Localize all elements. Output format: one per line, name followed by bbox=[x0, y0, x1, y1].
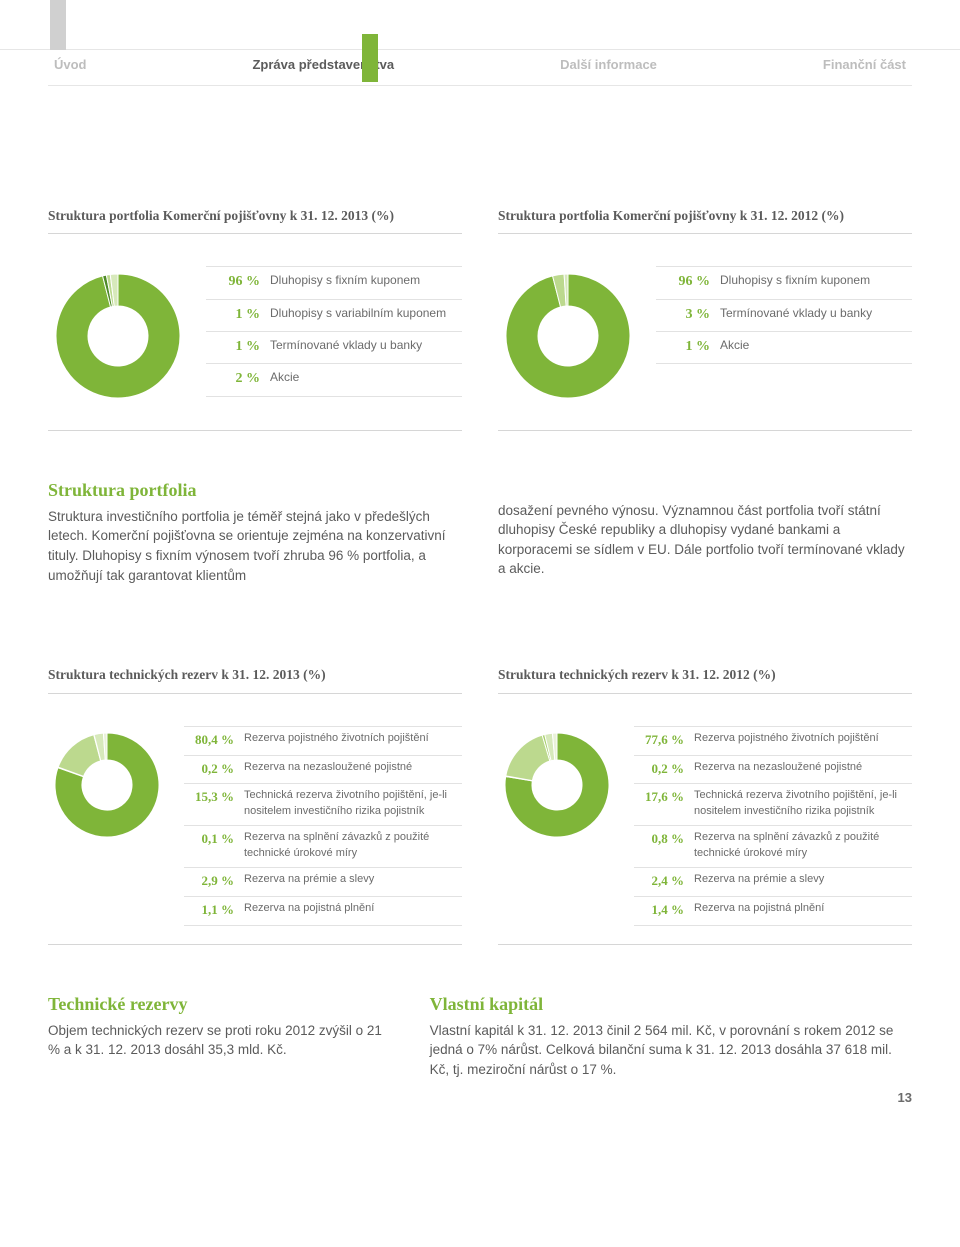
equity-heading: Vlastní kapitál bbox=[430, 991, 912, 1017]
tech-reserves-heading: Technické rezervy bbox=[48, 991, 394, 1017]
legend-row: 96 % Dluhopisy s fixním kuponem bbox=[656, 266, 912, 298]
legend-row: 80,4 % Rezerva pojistného životních pojiš… bbox=[184, 726, 462, 755]
equity-body: Vlastní kapitál k 31. 12. 2013 činil 2 5… bbox=[430, 1021, 912, 1080]
legend-row: 0,2 % Rezerva na nezasloužené pojistné bbox=[634, 755, 912, 784]
nav-item-uvod[interactable]: Úvod bbox=[54, 56, 87, 75]
portfolio-paragraph-2: dosažení pevného výnosu. Významnou část … bbox=[498, 501, 912, 579]
reserves-2013-block: Struktura technických rezerv k 31. 12. 2… bbox=[48, 665, 462, 945]
legend-row: 2,4 % Rezerva na prémie a slevy bbox=[634, 867, 912, 896]
pie-slice bbox=[506, 735, 550, 780]
legend-pct: 77,6 % bbox=[634, 731, 684, 750]
legend-label: Termínované vklady u banky bbox=[270, 337, 462, 354]
legend-row: 1,4 % Rezerva na pojistná plnění bbox=[634, 896, 912, 926]
legend-pct: 1 % bbox=[206, 305, 260, 325]
legend-row: 0,2 % Rezerva na nezasloužené pojistné bbox=[184, 755, 462, 784]
legend-pct: 0,8 % bbox=[634, 830, 684, 849]
legend-pct: 2,4 % bbox=[634, 872, 684, 891]
legend-label: Rezerva na pojistná plnění bbox=[694, 901, 912, 917]
portfolio-2013-legend: 96 % Dluhopisy s fixním kuponem 1 % Dluhopi… bbox=[206, 266, 462, 396]
portfolio-2012-legend: 96 % Dluhopisy s fixním kuponem 3 % Termíno… bbox=[656, 266, 912, 364]
legend-row: 1 % Akcie bbox=[656, 331, 912, 364]
legend-row: 96 % Dluhopisy s fixním kuponem bbox=[206, 266, 462, 298]
legend-pct: 15,3 % bbox=[184, 788, 234, 807]
legend-row: 3 % Termínované vklady u banky bbox=[656, 299, 912, 331]
portfolio-2012-title: Struktura portfolia Komerční pojišťovny … bbox=[498, 206, 912, 235]
legend-pct: 2 % bbox=[206, 369, 260, 389]
legend-pct: 1 % bbox=[656, 337, 710, 357]
legend-label: Akcie bbox=[720, 337, 912, 354]
equity-text: Vlastní kapitál Vlastní kapitál k 31. 12… bbox=[430, 991, 912, 1080]
legend-label: Technická rezerva životního pojištění, j… bbox=[694, 788, 912, 820]
portfolio-text-col2: dosažení pevného výnosu. Významnou část … bbox=[498, 477, 912, 585]
reserves-2013-legend: 80,4 % Rezerva pojistného životních pojiš… bbox=[184, 726, 462, 926]
legend-pct: 96 % bbox=[656, 272, 710, 292]
legend-row: 17,6 % Technická rezerva životního pojišt… bbox=[634, 783, 912, 825]
legend-pct: 17,6 % bbox=[634, 788, 684, 807]
legend-label: Rezerva na pojistná plnění bbox=[244, 901, 462, 917]
legend-label: Rezerva na splnění závazků z použité tec… bbox=[244, 830, 462, 862]
legend-pct: 1 % bbox=[206, 337, 260, 357]
legend-label: Rezerva pojistného životních pojištění bbox=[244, 731, 462, 747]
legend-label: Rezerva pojistného životních pojištění bbox=[694, 731, 912, 747]
portfolio-text-col1: Struktura portfolia Struktura investiční… bbox=[48, 477, 462, 585]
tech-reserves-body: Objem technických rezerv se proti roku 2… bbox=[48, 1021, 394, 1060]
legend-label: Rezerva na nezasloužené pojistné bbox=[694, 760, 912, 776]
legend-row: 2,9 % Rezerva na prémie a slevy bbox=[184, 867, 462, 896]
nav-marker-green bbox=[362, 34, 378, 82]
legend-pct: 0,1 % bbox=[184, 830, 234, 849]
legend-row: 77,6 % Rezerva pojistného životních pojiš… bbox=[634, 726, 912, 755]
portfolio-2013-block: Struktura portfolia Komerční pojišťovny … bbox=[48, 206, 462, 431]
reserves-2012-block: Struktura technických rezerv k 31. 12. 2… bbox=[498, 665, 912, 945]
legend-row: 1 % Termínované vklady u banky bbox=[206, 331, 462, 363]
legend-row: 15,3 % Technická rezerva životního pojišt… bbox=[184, 783, 462, 825]
legend-label: Termínované vklady u banky bbox=[720, 305, 912, 322]
legend-pct: 0,2 % bbox=[184, 760, 234, 779]
legend-label: Dluhopisy s fixním kuponem bbox=[270, 272, 462, 289]
legend-label: Dluhopisy s variabilním kuponem bbox=[270, 305, 462, 322]
legend-pct: 80,4 % bbox=[184, 731, 234, 750]
top-nav: Úvod Zpráva představenstva Další informa… bbox=[48, 0, 912, 86]
legend-row: 2 % Akcie bbox=[206, 363, 462, 396]
legend-row: 0,1 % Rezerva na splnění závazků z použit… bbox=[184, 825, 462, 867]
legend-label: Rezerva na nezasloužené pojistné bbox=[244, 760, 462, 776]
legend-row: 1 % Dluhopisy s variabilním kuponem bbox=[206, 299, 462, 331]
reserves-2012-chart bbox=[498, 726, 616, 849]
legend-label: Akcie bbox=[270, 369, 462, 386]
portfolio-heading: Struktura portfolia bbox=[48, 477, 462, 503]
portfolio-2012-chart bbox=[498, 266, 638, 411]
portfolio-paragraph-1: Struktura investičního portfolia je témě… bbox=[48, 507, 462, 585]
tech-reserves-text: Technické rezervy Objem technických reze… bbox=[48, 991, 394, 1080]
legend-pct: 0,2 % bbox=[634, 760, 684, 779]
legend-label: Rezerva na splnění závazků z použité tec… bbox=[694, 830, 912, 862]
nav-item-dalsi[interactable]: Další informace bbox=[560, 56, 657, 75]
legend-pct: 96 % bbox=[206, 272, 260, 292]
reserves-2013-title: Struktura technických rezerv k 31. 12. 2… bbox=[48, 665, 462, 694]
reserves-2013-chart bbox=[48, 726, 166, 849]
legend-pct: 1,1 % bbox=[184, 901, 234, 920]
legend-pct: 3 % bbox=[656, 305, 710, 325]
legend-row: 0,8 % Rezerva na splnění závazků z použit… bbox=[634, 825, 912, 867]
reserves-2012-legend: 77,6 % Rezerva pojistného životních pojiš… bbox=[634, 726, 912, 926]
reserves-2012-title: Struktura technických rezerv k 31. 12. 2… bbox=[498, 665, 912, 694]
legend-label: Technická rezerva životního pojištění, j… bbox=[244, 788, 462, 820]
legend-pct: 1,4 % bbox=[634, 901, 684, 920]
legend-pct: 2,9 % bbox=[184, 872, 234, 891]
legend-label: Rezerva na prémie a slevy bbox=[244, 872, 462, 888]
nav-item-financni[interactable]: Finanční část bbox=[823, 56, 906, 75]
portfolio-2013-title: Struktura portfolia Komerční pojišťovny … bbox=[48, 206, 462, 235]
portfolio-2012-block: Struktura portfolia Komerční pojišťovny … bbox=[498, 206, 912, 431]
portfolio-2013-chart bbox=[48, 266, 188, 411]
page-number: 13 bbox=[898, 1089, 912, 1108]
legend-label: Rezerva na prémie a slevy bbox=[694, 872, 912, 888]
legend-label: Dluhopisy s fixním kuponem bbox=[720, 272, 912, 289]
legend-row: 1,1 % Rezerva na pojistná plnění bbox=[184, 896, 462, 926]
